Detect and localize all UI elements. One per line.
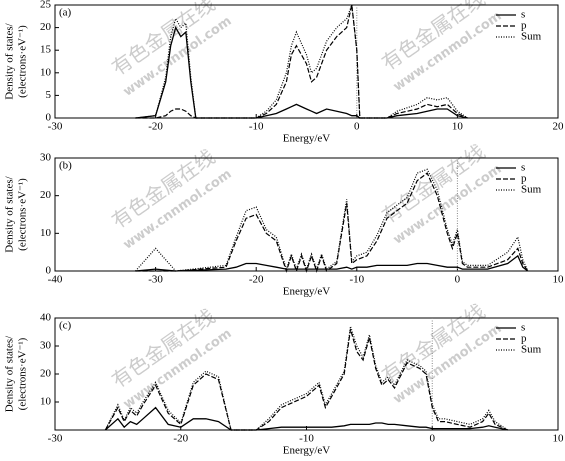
x-tick-label: -20 xyxy=(249,274,264,286)
x-tick-label: -10 xyxy=(299,433,314,445)
x-axis-label: Energy/eV xyxy=(283,445,331,457)
series-line xyxy=(104,326,509,431)
legend-label: s xyxy=(521,322,525,334)
x-axis-label: Energy/eV xyxy=(283,133,331,145)
legend-label: s xyxy=(521,162,525,174)
x-tick-label: 10 xyxy=(553,274,565,286)
y-tick-label: 40 xyxy=(40,312,52,324)
y-tick-label: 10 xyxy=(40,396,52,408)
y-tick-label: 20 xyxy=(40,189,52,201)
x-tick-label: -30 xyxy=(148,274,163,286)
series-line xyxy=(104,406,508,431)
legend-label: Sum xyxy=(521,184,542,196)
y-tick-label: 10 xyxy=(40,66,52,78)
x-tick-label: -30 xyxy=(48,433,63,445)
x-tick-label: -40 xyxy=(48,274,63,286)
x-tick-label: -10 xyxy=(249,121,264,133)
legend-label: p xyxy=(521,173,527,185)
plot-frame xyxy=(54,4,559,119)
x-tick-label: -10 xyxy=(349,274,364,286)
legend-label: Sum xyxy=(521,31,542,43)
y-axis-label: Density of states/ xyxy=(4,335,16,412)
series-line xyxy=(135,168,529,272)
y-axis-label: Density of states/ xyxy=(4,22,16,99)
panel-label: (c) xyxy=(59,320,72,332)
legend-label: Sum xyxy=(521,344,542,356)
panel-label: (a) xyxy=(59,7,72,19)
series-line xyxy=(135,4,468,119)
panel-label: (b) xyxy=(59,160,72,172)
y-tick-label: 20 xyxy=(40,21,52,33)
y-tick-label: 5 xyxy=(46,89,52,101)
x-axis-label: Energy/eV xyxy=(283,286,331,298)
y-tick-label: 0 xyxy=(46,265,52,277)
x-tick-label: 10 xyxy=(452,121,464,133)
y-tick-label: 20 xyxy=(40,368,52,380)
y-axis-label: (electrons·eV⁻¹) xyxy=(17,337,29,410)
y-tick-label: 25 xyxy=(40,0,52,11)
series-line xyxy=(135,254,529,272)
y-axis-label: (electrons·eV⁻¹) xyxy=(17,178,29,251)
y-tick-label: 10 xyxy=(40,227,52,239)
x-tick-label: 10 xyxy=(553,433,565,445)
y-axis-label: Density of states/ xyxy=(4,175,16,252)
y-tick-label: 15 xyxy=(40,44,52,56)
series-line xyxy=(104,329,508,431)
legend-label: p xyxy=(521,20,527,32)
y-tick-label: 0 xyxy=(46,112,52,124)
x-tick-label: -20 xyxy=(173,433,188,445)
y-axis-label: (electrons·eV⁻¹) xyxy=(17,25,29,98)
legend-label: s xyxy=(521,9,525,21)
series-line xyxy=(135,25,468,119)
x-tick-label: -30 xyxy=(48,121,63,133)
y-tick-label: 30 xyxy=(40,152,52,164)
x-tick-label: 0 xyxy=(354,121,360,133)
x-tick-label: 0 xyxy=(430,433,436,445)
x-tick-label: 0 xyxy=(455,274,461,286)
y-tick-label: 30 xyxy=(40,340,52,352)
x-tick-label: 20 xyxy=(553,121,565,133)
legend-label: p xyxy=(521,333,527,345)
x-tick-label: -20 xyxy=(148,121,163,133)
